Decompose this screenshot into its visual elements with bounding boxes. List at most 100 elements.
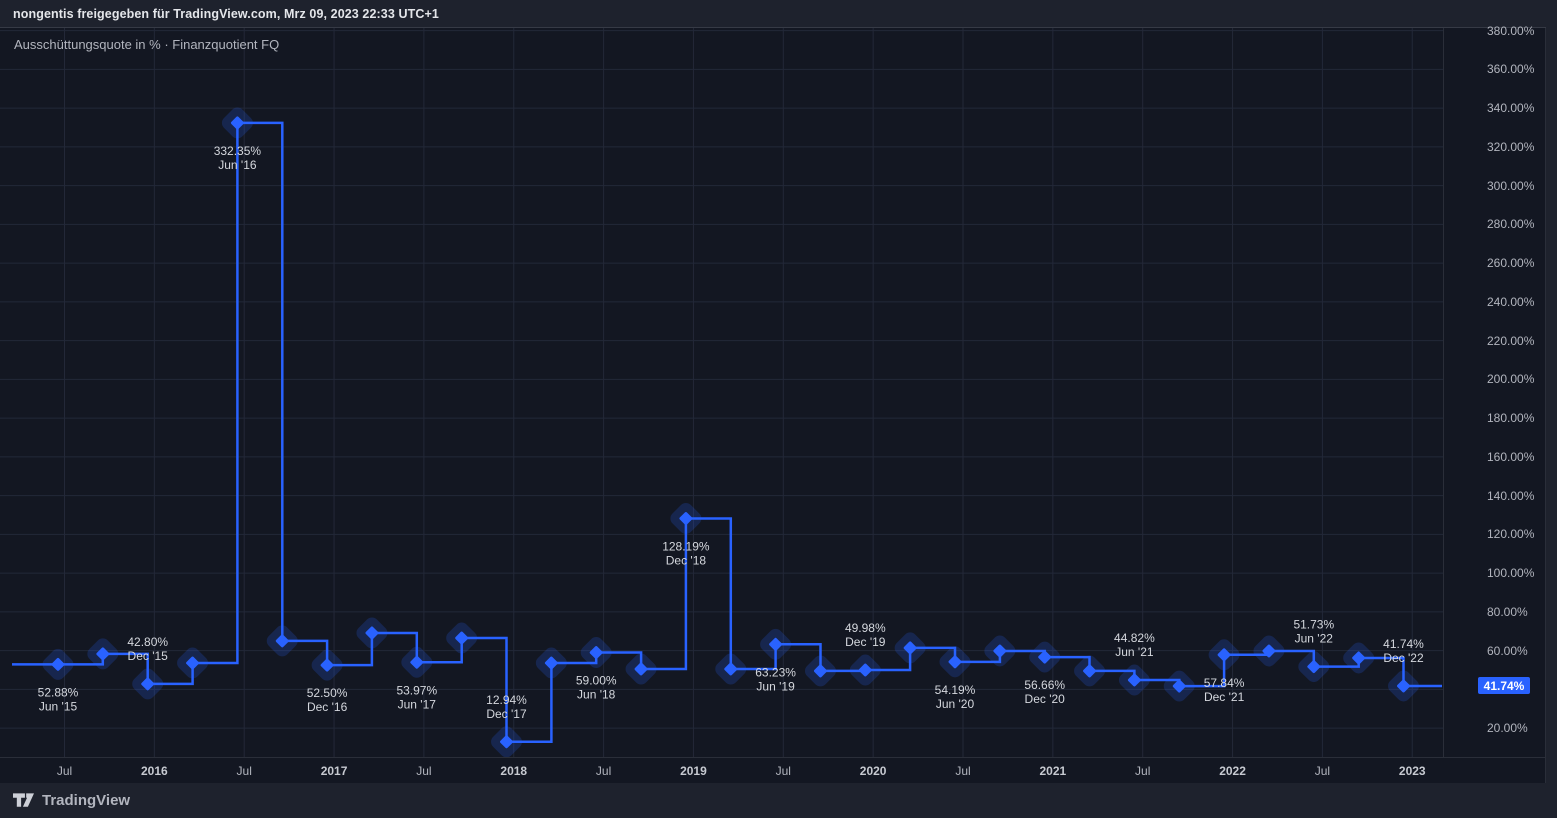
data-point-label-value: 332.35%	[214, 144, 262, 158]
data-point-label-value: 41.74%	[1383, 637, 1424, 651]
data-point-label-date: Dec '15	[128, 649, 169, 663]
data-point-label-date: Dec '16	[307, 700, 348, 714]
data-point-marker[interactable]	[1127, 673, 1141, 687]
data-point-label-date: Jun '21	[1115, 645, 1154, 659]
data-point-label-date: Jun '19	[756, 679, 795, 693]
price-axis-label: 180.00%	[1487, 411, 1535, 426]
data-point-marker[interactable]	[813, 664, 827, 678]
price-axis-label: 380.00%	[1487, 23, 1535, 38]
time-axis-label: 2019	[680, 764, 707, 778]
data-point-label-date: Jun '18	[577, 688, 616, 702]
data-point-label-value: 57.84%	[1204, 676, 1245, 690]
data-point-label-date: Dec '18	[666, 553, 707, 567]
price-axis[interactable]: 380.00% 360.00% 340.00% 320.00% 300.00% 280.0…	[1443, 24, 1546, 757]
data-point-label-date: Jun '16	[218, 158, 257, 172]
price-axis-label: 160.00%	[1487, 449, 1535, 464]
time-axis-label: Jul	[1135, 764, 1151, 778]
data-point-marker[interactable]	[499, 735, 513, 749]
price-axis-label: 20.00%	[1487, 721, 1528, 736]
price-axis-label: 240.00%	[1487, 294, 1535, 309]
price-axis-label: 200.00%	[1487, 372, 1535, 387]
data-point-marker[interactable]	[1172, 679, 1186, 693]
data-point-label-value: 49.98%	[845, 621, 886, 635]
time-axis-label: 2018	[500, 764, 528, 778]
price-axis-label: 340.00%	[1487, 101, 1535, 116]
data-point-label-value: 59.00%	[576, 674, 617, 688]
price-axis-label: 260.00%	[1487, 256, 1535, 271]
price-axis-label: 320.00%	[1487, 139, 1535, 154]
data-point-marker[interactable]	[1396, 679, 1410, 693]
data-point-marker[interactable]	[410, 655, 424, 669]
time-axis-label: Jul	[1314, 764, 1331, 778]
data-point-label-value: 52.88%	[38, 685, 79, 699]
data-point-label-value: 51.73%	[1293, 618, 1334, 632]
data-point-marker[interactable]	[544, 656, 558, 670]
data-point-marker[interactable]	[993, 644, 1007, 658]
price-axis-label: 80.00%	[1487, 604, 1528, 619]
time-axis-label: Jul	[595, 764, 612, 778]
price-axis-label: 60.00%	[1487, 643, 1528, 658]
data-point-marker[interactable]	[1082, 664, 1096, 678]
data-point-marker[interactable]	[724, 662, 738, 676]
price-axis-label: 220.00%	[1487, 333, 1535, 348]
data-point-marker[interactable]	[1262, 644, 1276, 658]
data-point-marker[interactable]	[455, 631, 469, 645]
time-axis-label: Jul	[416, 764, 432, 778]
time-axis-label: Jul	[56, 764, 73, 778]
data-point-label-value: 128.19%	[662, 539, 710, 553]
time-axis-label: 2020	[859, 764, 887, 778]
data-point-marker[interactable]	[275, 634, 289, 648]
price-axis-label: 100.00%	[1487, 566, 1535, 581]
data-point-marker[interactable]	[948, 655, 962, 669]
data-point-marker[interactable]	[589, 645, 603, 659]
data-point-marker[interactable]	[1038, 650, 1052, 664]
data-point-label-date: Dec '22	[1383, 651, 1424, 665]
pane-legend-title[interactable]: Ausschüttungsquote in % · Finanzquotient…	[14, 37, 280, 52]
plot-canvas[interactable]: 52.88%Jun '15 42.80%Dec '15 332.35%Jun '16…	[0, 28, 1546, 757]
tradingview-logo-text: TradingView	[42, 792, 131, 809]
chart-area[interactable]: 52.88% Jun '15 42.80% Dec '15 332.35% Jun '16…	[0, 24, 1546, 784]
data-point-label-date: Jun '15	[39, 699, 78, 713]
data-point-label-value: 44.82%	[1114, 631, 1155, 645]
data-point-marker[interactable]	[903, 641, 917, 655]
data-point-marker[interactable]	[96, 647, 110, 661]
data-point-label-date: Dec '20	[1025, 692, 1066, 706]
time-axis-label: 2021	[1039, 764, 1067, 778]
time-axis-label: 2016	[140, 764, 168, 778]
data-point-marker[interactable]	[1217, 648, 1231, 662]
data-point-marker[interactable]	[230, 116, 244, 130]
data-point-marker[interactable]	[634, 662, 648, 676]
data-point-marker[interactable]	[320, 658, 334, 672]
time-axis-label: Jul	[955, 764, 971, 778]
price-axis-label: 120.00%	[1487, 527, 1535, 542]
footer-toolbar: TradingView	[0, 783, 1557, 818]
data-point-marker[interactable]	[1352, 651, 1366, 665]
data-point-label-value: 53.97%	[396, 683, 437, 697]
data-point-label-value: 56.66%	[1024, 678, 1065, 692]
time-axis-label: Jul	[775, 764, 791, 778]
data-point-marker[interactable]	[1307, 660, 1321, 674]
data-point-marker[interactable]	[51, 657, 65, 671]
price-axis-label: 300.00%	[1487, 178, 1535, 193]
time-axis-label: 2023	[1398, 764, 1426, 778]
last-value-badge: 41.74%	[1478, 677, 1530, 695]
data-point-marker[interactable]	[365, 626, 379, 640]
tradingview-logo-link[interactable]: TradingView	[0, 792, 130, 809]
data-point-label-date: Jun '20	[936, 697, 975, 711]
data-point-label-date: Jun '17	[398, 697, 437, 711]
time-axis-label: 2022	[1219, 764, 1246, 778]
data-point-label-value: 54.19%	[935, 683, 976, 697]
data-point-marker[interactable]	[679, 511, 693, 525]
data-point-label-value: 12.94%	[486, 693, 527, 707]
data-point-label-date: Dec '19	[845, 635, 886, 649]
data-point-label-date: Dec '21	[1204, 690, 1245, 704]
data-point-marker[interactable]	[185, 656, 199, 670]
price-axis-label: 280.00%	[1487, 217, 1535, 232]
data-point-marker[interactable]	[141, 677, 155, 691]
tradingview-logo-icon	[13, 792, 34, 807]
time-axis[interactable]: Jul 2016 Jul 2017 Jul 2018 Jul 2019 Jul 2020 Jul 20…	[0, 757, 1546, 784]
price-axis-label: 140.00%	[1487, 488, 1535, 503]
data-point-marker[interactable]	[769, 637, 783, 651]
time-axis-label: Jul	[236, 764, 252, 778]
data-point-marker[interactable]	[858, 663, 872, 677]
